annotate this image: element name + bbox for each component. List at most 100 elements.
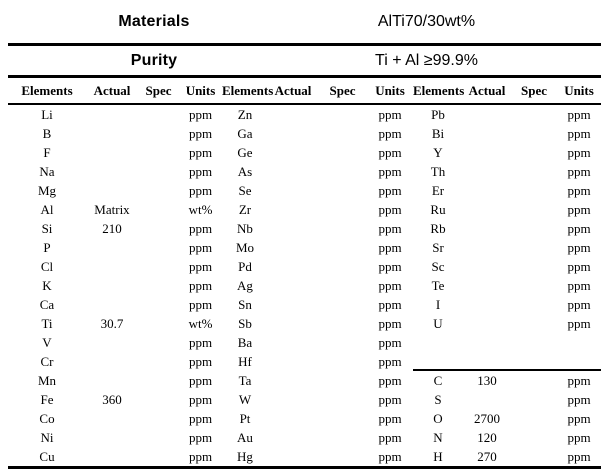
cell-elements: Er (431, 183, 445, 198)
cell-actual (268, 371, 318, 390)
cell-units: wt% (188, 202, 213, 217)
cell-spec (138, 238, 179, 257)
cell-units: ppm (378, 430, 402, 445)
column-header-units: Units (375, 83, 405, 98)
cell-spec (318, 276, 367, 295)
table-row: Mg ppm Se ppm Er ppm (8, 181, 601, 200)
cell-actual (86, 181, 138, 200)
cell-spec (138, 162, 179, 181)
cell-units: ppm (567, 297, 591, 312)
cell-units: ppm (567, 316, 591, 331)
cell-actual (268, 333, 318, 352)
cell-spec (318, 257, 367, 276)
cell-spec (138, 447, 179, 466)
cell-elements: Ca (39, 297, 55, 312)
cell-spec (511, 295, 557, 314)
cell-actual: 130 (477, 373, 497, 388)
column-header-elements: Elements (413, 83, 465, 98)
cell-units: ppm (188, 411, 213, 426)
cell-actual (86, 428, 138, 447)
cell-spec (318, 238, 367, 257)
column-header-actual: Actual (274, 83, 312, 98)
cell-elements: Ru (430, 202, 446, 217)
cell-units: ppm (378, 354, 402, 369)
cell-elements: Li (41, 107, 53, 122)
cell-actual (268, 257, 318, 276)
column-header-spec: Spec (521, 83, 547, 98)
cell-units: ppm (378, 278, 402, 293)
cell-elements: Na (39, 164, 55, 179)
divider-below-column-headers (8, 103, 601, 105)
cell-spec (318, 219, 367, 238)
column-header-row: Elements Actual Spec Units Elements Actual Spe… (8, 78, 601, 103)
cell-units: ppm (378, 202, 402, 217)
cell-units: ppm (567, 278, 591, 293)
cell-units: ppm (188, 449, 213, 464)
cell-units: ppm (567, 221, 591, 236)
cell-actual (86, 371, 138, 390)
cell-elements: Pt (239, 411, 251, 426)
cell-units: ppm (378, 126, 402, 141)
cell-units: ppm (567, 164, 591, 179)
cell-actual (463, 314, 511, 333)
cell-spec (138, 181, 179, 200)
cell-spec (138, 314, 179, 333)
cell-elements: P (43, 240, 51, 255)
cell-spec (138, 200, 179, 219)
table-row: Cl ppm Pd ppm Sc ppm (8, 257, 601, 276)
cell-elements: Mn (37, 373, 57, 388)
cell-units: ppm (567, 107, 591, 122)
cell-elements: Pd (238, 259, 252, 274)
column-header-spec: Spec (329, 83, 356, 98)
cell-actual (463, 143, 511, 162)
cell-spec (511, 257, 557, 276)
cell-elements: Hg (237, 449, 253, 464)
cell-elements: Ta (238, 373, 252, 388)
cell-units: ppm (567, 145, 591, 160)
cell-units: ppm (378, 449, 402, 464)
cell-elements: N (433, 430, 443, 445)
cell-actual (463, 295, 511, 314)
table-row: Co ppm Pt ppm O 2700 ppm (8, 409, 601, 428)
table-row: Na ppm As ppm Th ppm (8, 162, 601, 181)
cell-actual (268, 276, 318, 295)
cell-spec (318, 124, 367, 143)
cell-elements: B (42, 126, 52, 141)
cell-units: ppm (378, 183, 402, 198)
cell-spec (511, 124, 557, 143)
cell-spec (318, 105, 367, 124)
cell-actual (463, 162, 511, 181)
cell-spec (318, 314, 367, 333)
cell-spec (318, 409, 367, 428)
cell-units: ppm (567, 183, 591, 198)
cell-units: ppm (567, 240, 591, 255)
cell-elements: S (434, 392, 442, 407)
cell-units: ppm (378, 145, 402, 160)
cell-units: ppm (378, 240, 402, 255)
cell-spec (138, 257, 179, 276)
cell-spec (138, 333, 179, 352)
cell-units: ppm (188, 145, 213, 160)
cell-units: ppm (378, 164, 402, 179)
cell-elements: Pb (431, 107, 445, 122)
cell-units: ppm (188, 183, 213, 198)
cell-elements: Zr (238, 202, 252, 217)
cell-actual: 210 (102, 221, 122, 236)
cell-spec (138, 295, 179, 314)
cell-elements: W (238, 392, 252, 407)
cell-elements: Ge (237, 145, 253, 160)
cell-spec (511, 181, 557, 200)
cell-spec (511, 409, 557, 428)
cell-actual (86, 238, 138, 257)
cell-spec (318, 390, 367, 409)
cell-elements: Mo (235, 240, 255, 255)
cell-elements: Se (238, 183, 252, 198)
cell-actual (86, 105, 138, 124)
cell-elements: Co (39, 411, 55, 426)
cell-elements: Th (430, 164, 446, 179)
cell-actual (463, 238, 511, 257)
